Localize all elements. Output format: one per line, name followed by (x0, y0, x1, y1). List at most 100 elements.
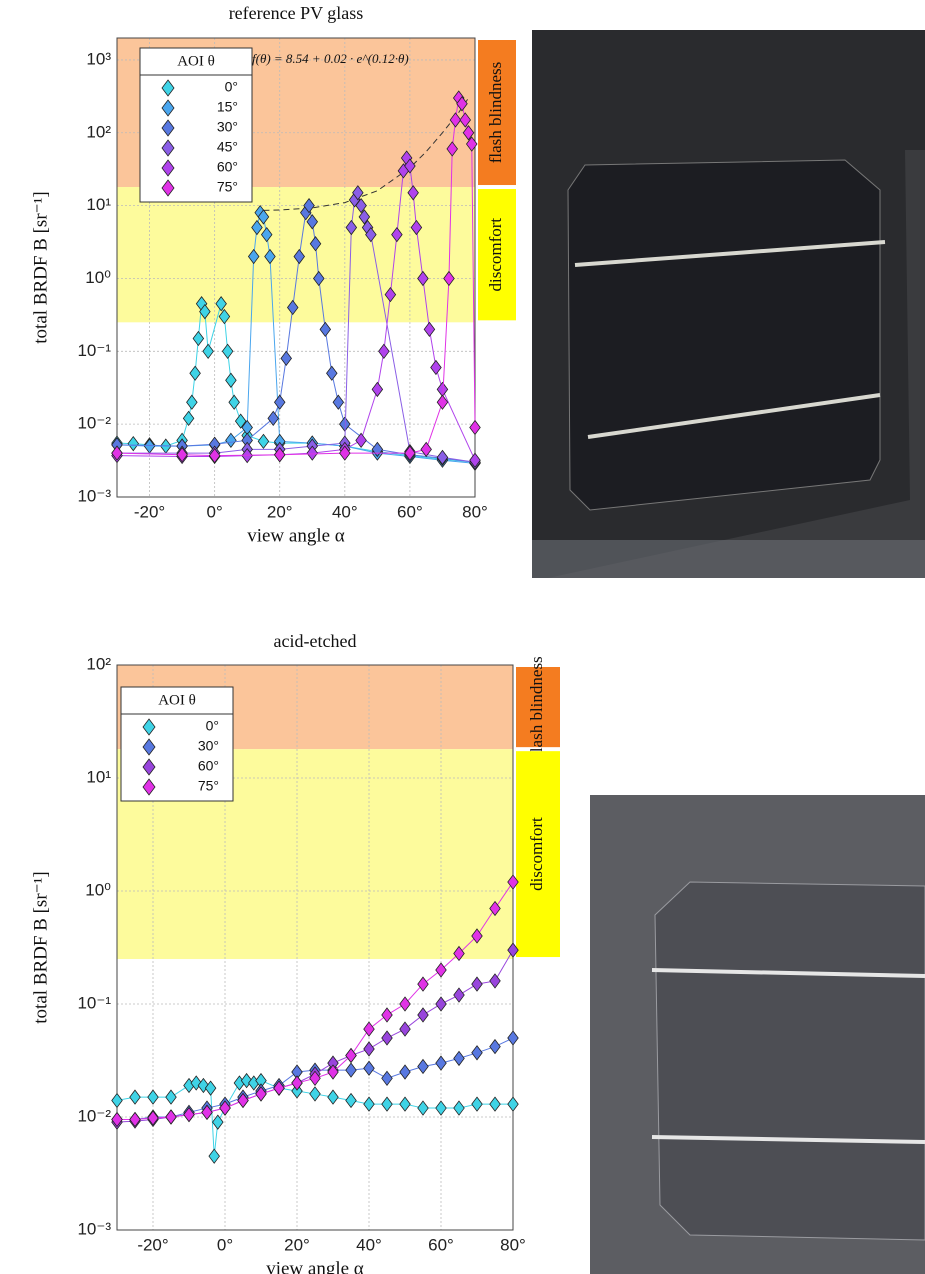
zone-label: discomfort (486, 218, 505, 292)
marker (183, 1106, 195, 1123)
x-tick-label: 20° (267, 502, 293, 521)
y-tick-label: 10² (86, 654, 111, 673)
marker (430, 359, 442, 376)
marker (228, 394, 240, 410)
x-tick-label: 0° (217, 1235, 233, 1254)
marker (264, 248, 276, 265)
marker (436, 449, 449, 466)
chart-title: reference PV glass (229, 3, 364, 23)
legend-marker (161, 179, 175, 197)
y-tick-label: 10⁻¹ (77, 341, 111, 360)
marker (465, 136, 478, 152)
y-tick-label: 10⁰ (85, 268, 111, 287)
y-axis-label: total BRDF B [sr⁻¹] (30, 871, 51, 1023)
marker (423, 321, 436, 338)
marker (507, 1030, 519, 1046)
marker (306, 214, 319, 230)
marker (182, 410, 195, 427)
marker (225, 432, 237, 448)
legend-label: 15° (217, 99, 238, 115)
marker (471, 976, 483, 992)
chart-title: acid-etched (274, 631, 357, 651)
marker (127, 435, 140, 452)
marker (313, 270, 325, 287)
legend-label: 30° (198, 738, 219, 754)
marker (435, 996, 447, 1012)
legend-marker (142, 738, 156, 756)
legend-title: AOI θ (158, 692, 196, 708)
marker (417, 270, 429, 287)
marker (165, 1089, 177, 1105)
legend-label: 60° (198, 758, 219, 774)
marker (189, 365, 201, 381)
marker (273, 394, 286, 410)
marker (286, 299, 299, 316)
marker (345, 1092, 357, 1109)
marker (215, 296, 227, 312)
legend-marker (142, 718, 156, 736)
marker (201, 1104, 213, 1120)
marker (255, 1086, 267, 1102)
marker (417, 976, 429, 992)
marker (309, 236, 322, 252)
legend-marker (161, 139, 175, 157)
marker (471, 1045, 483, 1061)
zone-label: flash blindness (527, 656, 546, 758)
marker (147, 1110, 159, 1126)
zone-label-box (478, 189, 516, 321)
marker (456, 96, 468, 112)
marker (345, 1047, 357, 1064)
marker (391, 226, 403, 243)
y-tick-label: 10⁻² (77, 414, 111, 433)
marker (293, 248, 306, 265)
x-tick-label: 60° (428, 1235, 454, 1254)
marker (507, 874, 519, 890)
marker (471, 1096, 483, 1112)
marker (291, 1075, 303, 1091)
zone-label-box (478, 40, 516, 186)
marker (327, 1089, 339, 1105)
x-tick-label: 60° (397, 502, 423, 521)
marker (165, 1109, 177, 1125)
marker (399, 1064, 411, 1080)
y-tick-label: 10⁻¹ (77, 993, 111, 1012)
legend-marker (142, 758, 156, 776)
marker (303, 197, 315, 214)
y-axis-label: total BRDF B [sr⁻¹] (30, 191, 51, 343)
y-tick-label: 10⁻³ (77, 486, 111, 505)
zone-label-box (516, 751, 560, 958)
marker (399, 1096, 411, 1112)
marker (417, 1007, 429, 1023)
marker (363, 1021, 375, 1037)
fit-label: f(θ) = 8.54 + 0.02 · e^(0.12·θ) (252, 51, 409, 66)
marker (417, 1100, 429, 1116)
legend-marker (161, 159, 175, 177)
marker (363, 1060, 375, 1076)
marker (384, 286, 397, 303)
y-tick-label: 10¹ (86, 767, 111, 786)
chart: flash blindness discomfort -20° 0° 20° 40° 60°… (30, 631, 560, 1274)
x-tick-label: -20° (134, 502, 165, 521)
y-tick-label: 10¹ (86, 195, 111, 214)
marker (365, 226, 377, 243)
marker (208, 1148, 220, 1164)
y-tick-label: 10² (86, 122, 111, 141)
legend-label: 60° (217, 159, 238, 175)
plot-frame (116, 37, 476, 498)
marker (199, 304, 211, 320)
marker (309, 1070, 321, 1086)
marker (469, 419, 481, 436)
marker (309, 1086, 321, 1102)
x-tick-label: 80° (462, 502, 488, 521)
marker (221, 343, 234, 359)
marker (257, 433, 270, 450)
marker (345, 1062, 357, 1078)
marker (404, 158, 416, 174)
marker (371, 381, 384, 398)
marker (332, 394, 345, 410)
zone-label: flash blindness (486, 62, 505, 164)
marker (407, 185, 419, 201)
marker (218, 308, 231, 325)
marker (453, 1100, 465, 1116)
